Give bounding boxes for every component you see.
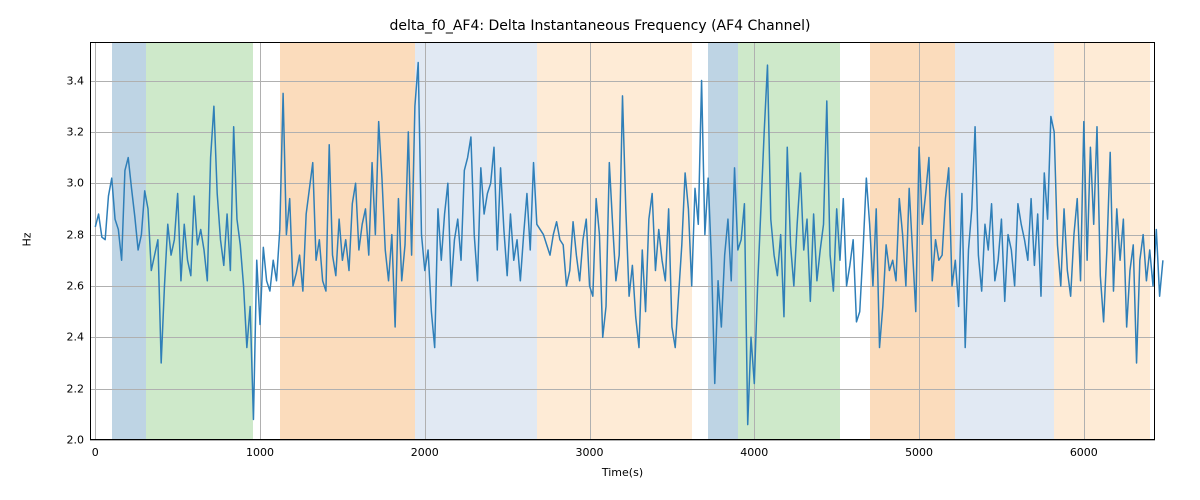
- y-tick-label: 2.8: [54, 228, 84, 241]
- x-tick-label: 4000: [740, 446, 768, 459]
- y-tick-label: 2.0: [54, 434, 84, 447]
- y-tick-label: 2.4: [54, 331, 84, 344]
- chart-title: delta_f0_AF4: Delta Instantaneous Freque…: [0, 18, 1200, 34]
- x-tick-label: 2000: [411, 446, 439, 459]
- x-axis-label: Time(s): [90, 466, 1155, 479]
- line-series: [90, 42, 1155, 440]
- y-tick-label: 3.0: [54, 177, 84, 190]
- x-tick-label: 3000: [576, 446, 604, 459]
- y-tick-label: 3.4: [54, 74, 84, 87]
- y-tick-label: 2.6: [54, 279, 84, 292]
- y-tick-label: 3.2: [54, 125, 84, 138]
- y-tick-label: 2.2: [54, 382, 84, 395]
- chart-axes: [90, 42, 1155, 440]
- figure: delta_f0_AF4: Delta Instantaneous Freque…: [0, 0, 1200, 500]
- x-tick-label: 0: [92, 446, 99, 459]
- y-axis-label: Hz: [21, 232, 34, 246]
- x-tick-label: 5000: [905, 446, 933, 459]
- x-tick-label: 1000: [246, 446, 274, 459]
- series-line: [95, 63, 1163, 425]
- grid-line-horizontal: [90, 440, 1155, 441]
- x-tick-label: 6000: [1070, 446, 1098, 459]
